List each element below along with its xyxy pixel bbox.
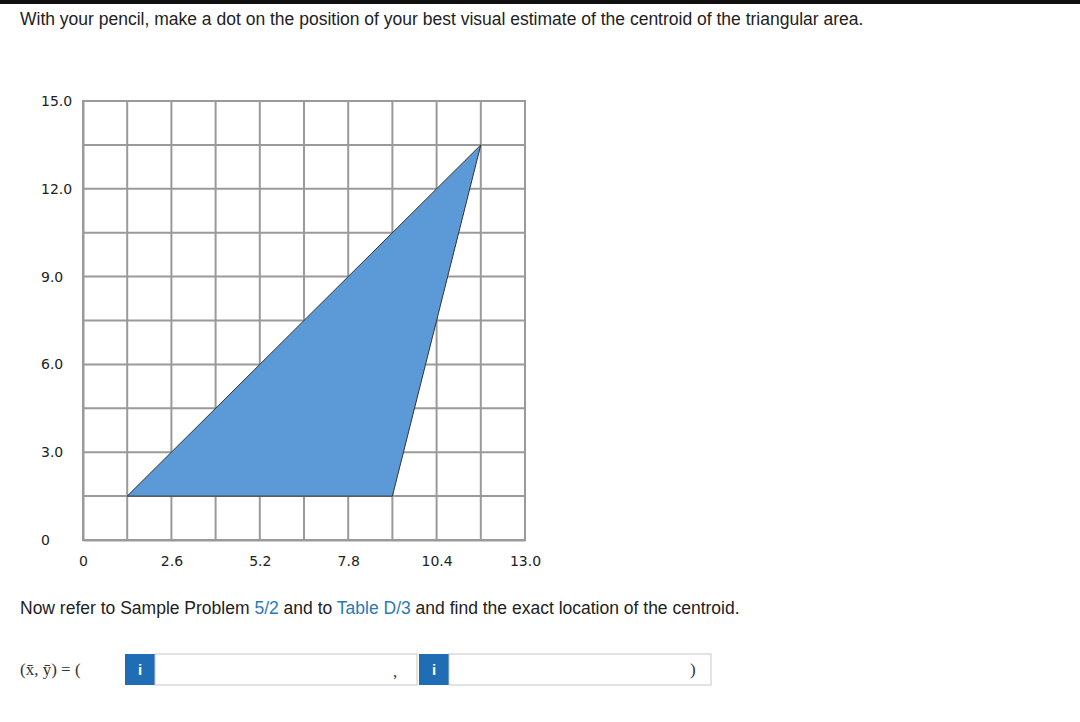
reference-link[interactable]: Table D/3 — [337, 598, 411, 618]
x-tick: 7.8 — [338, 540, 360, 569]
x-tick: 2.6 — [161, 540, 183, 569]
x-tick-label: 2.6 — [161, 553, 183, 569]
grid-line-y — [83, 144, 525, 146]
y-tick-label: 3.0 — [41, 444, 63, 460]
y-tick: 3.0 — [41, 444, 83, 460]
y-axis-line — [83, 102, 85, 541]
plot-frame — [83, 101, 525, 540]
answer-field[interactable] — [449, 654, 711, 685]
grid-line-y — [83, 276, 525, 278]
x-tick: 10.4 — [422, 540, 453, 569]
x-tick-label: 7.8 — [338, 553, 360, 569]
info-icon[interactable]: i — [138, 661, 142, 678]
y-tick: 9.0 — [41, 269, 83, 285]
x-tick-label: 0 — [79, 553, 88, 569]
x-tick: 13.0 — [510, 540, 541, 569]
answer-field[interactable] — [155, 654, 417, 685]
reference-text: and find the exact location of the centr… — [411, 598, 740, 618]
triangle — [127, 145, 481, 496]
reference: Now refer to Sample Problem 5/2 and to T… — [20, 598, 740, 618]
y-tick-label: 9.0 — [41, 269, 63, 285]
page: With your pencil, make a dot on the posi… — [0, 0, 1080, 722]
x-tick-label: 13.0 — [510, 553, 541, 569]
answer-close: ) — [690, 660, 696, 679]
answer-separator: , — [393, 662, 397, 681]
x-tick-label: 10.4 — [422, 553, 453, 569]
answer-input-1: i — [125, 654, 417, 685]
info-icon[interactable]: i — [432, 661, 436, 678]
reference-link[interactable]: 5/2 — [254, 598, 278, 618]
info-icon-bg — [419, 654, 449, 685]
y-tick-label: 6.0 — [41, 356, 63, 372]
y-tick: 6.0 — [41, 356, 83, 372]
marks — [127, 145, 481, 496]
x-axis: 0 2.6 5.2 7.8 10.4 13.0 — [79, 540, 541, 569]
grid — [83, 101, 525, 540]
x-axis-line — [84, 540, 526, 542]
y-tick: 15.0 — [41, 93, 83, 109]
top-rule — [0, 0, 1080, 4]
chart: 0 2.6 5.2 7.8 10.4 13.0 0 3.0 6.0 9.0 12.0 15.0 — [41, 93, 541, 569]
y-tick-label: 12.0 — [41, 181, 72, 197]
reference-text: and to — [279, 598, 337, 618]
y-axis: 0 3.0 6.0 9.0 12.0 15.0 — [41, 93, 84, 548]
y-tick: 0 — [41, 532, 83, 548]
y-tick: 12.0 — [41, 181, 83, 197]
reference-text: Now refer to Sample Problem — [20, 598, 254, 618]
answer-input-2: i — [419, 654, 711, 685]
answer-label: (x̄, ȳ) = ( — [20, 660, 81, 679]
y-tick-label: 0 — [41, 532, 50, 548]
y-tick-label: 15.0 — [41, 93, 72, 109]
info-icon-bg — [125, 654, 155, 685]
x-tick: 5.2 — [249, 540, 271, 569]
x-tick: 0 — [79, 540, 88, 569]
instruction: With your pencil, make a dot on the posi… — [20, 9, 863, 29]
x-tick-label: 5.2 — [249, 553, 271, 569]
